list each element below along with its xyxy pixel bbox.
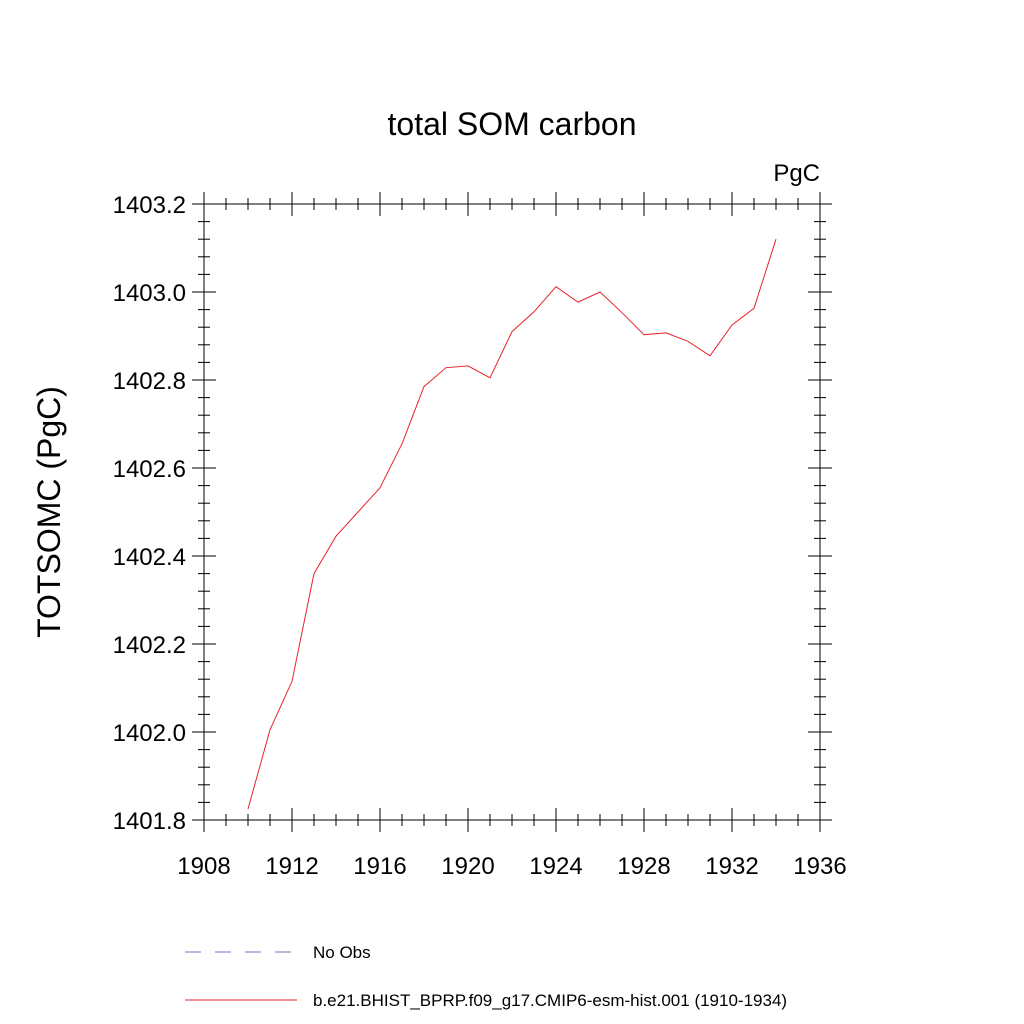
x-tick-label: 1932 [705,853,758,880]
y-tick-label: 1402.4 [113,544,186,571]
y-tick-label: 1402.6 [113,456,186,483]
axis-ticks [192,192,832,832]
legend-label-no-obs: No Obs [313,943,371,962]
x-tick-label: 1924 [529,853,582,880]
y-tick-label: 1401.8 [113,808,186,835]
series-line-totsomc [247,239,777,810]
plot-frame [203,203,821,821]
y-tick-labels: 1401.8 1402.0 1402.2 1402.4 1402.6 1402.8 1403… [113,192,186,835]
x-tick-label: 1936 [793,853,846,880]
x-tick-label: 1912 [265,853,318,880]
chart-title: total SOM carbon [388,106,637,142]
y-tick-label: 1403.2 [113,192,186,219]
x-tick-label: 1916 [353,853,406,880]
x-tick-label: 1928 [617,853,670,880]
y-tick-label: 1402.8 [113,368,186,395]
y-tick-label: 1403.0 [113,280,186,307]
x-tick-label: 1908 [177,853,230,880]
y-tick-label: 1402.2 [113,632,186,659]
units-label: PgC [773,160,820,187]
y-axis-label: TOTSOMC (PgC) [31,386,67,638]
x-tick-label: 1920 [441,853,494,880]
legend-label-model: b.e21.BHIST_BPRP.f09_g17.CMIP6-esm-hist.… [313,991,787,1010]
y-tick-label: 1402.0 [113,720,186,747]
x-tick-labels: 1908 1912 1916 1920 1924 1928 1932 1936 [177,853,846,880]
legend: No Obs b.e21.BHIST_BPRP.f09_g17.CMIP6-es… [185,943,787,1010]
